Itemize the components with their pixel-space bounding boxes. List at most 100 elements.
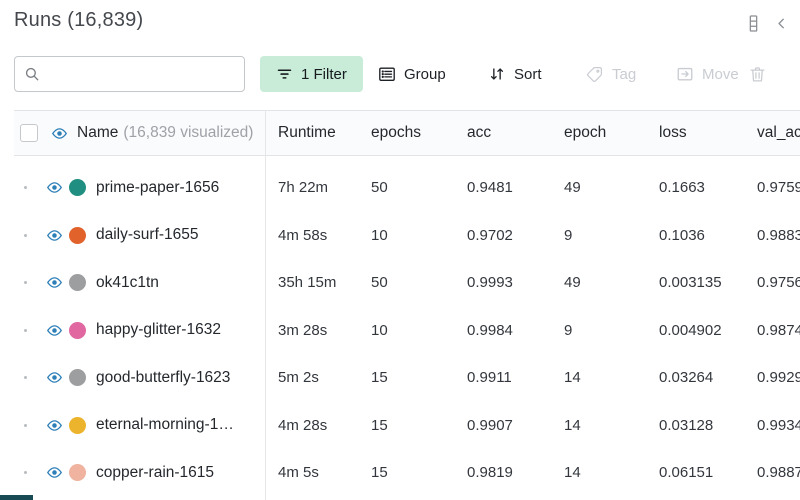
run-name-cell: good-butterfly-1623 <box>0 354 265 402</box>
group-button[interactable]: Group <box>368 56 456 92</box>
loss-cell: 0.1663 <box>659 179 705 197</box>
collapse-panel-button[interactable] <box>771 13 792 34</box>
acc-cell: 0.9702 <box>467 226 513 244</box>
run-name-link[interactable]: eternal-morning-1… <box>96 416 234 434</box>
drag-handle-dot <box>24 233 27 237</box>
val-acc-cell: 0.9929 <box>757 369 800 387</box>
acc-cell: 0.9911 <box>467 369 512 387</box>
run-color-dot <box>69 179 86 197</box>
epochs-cell: 10 <box>371 226 388 244</box>
move-icon <box>676 65 694 83</box>
run-color-dot <box>69 416 86 434</box>
toolbar: 1 Filter Group Sort Tag Move <box>0 56 800 92</box>
tag-button[interactable]: Tag <box>576 56 646 92</box>
epoch-cell: 9 <box>564 226 573 244</box>
run-name-link[interactable]: ok41c1tn <box>96 273 159 291</box>
visibility-eye-icon[interactable] <box>46 274 63 291</box>
column-divider <box>265 110 266 500</box>
acc-cell: 0.9481 <box>467 179 513 197</box>
table-row: happy-glitter-1632 3m 28s 10 0.9984 9 0.… <box>0 307 800 355</box>
run-name-link[interactable]: daily-surf-1655 <box>96 226 199 244</box>
run-name-cell: copper-rain-1615 <box>0 449 265 497</box>
table-row: eternal-morning-1… 4m 28s 15 0.9907 14 0… <box>0 402 800 450</box>
drag-handle-dot <box>24 471 27 475</box>
val-acc-cell: 0.9887 <box>757 464 800 482</box>
table-header: Name (16,839 visualized) Runtime epochs … <box>0 110 800 156</box>
search-input[interactable] <box>48 57 247 91</box>
column-settings-button[interactable] <box>742 12 765 35</box>
visibility-all-eye-icon[interactable] <box>51 125 68 142</box>
epochs-cell: 10 <box>371 321 388 339</box>
run-color-dot <box>69 274 86 292</box>
loss-cell: 0.06151 <box>659 464 714 482</box>
val-acc-cell: 0.9874 <box>757 321 800 339</box>
visibility-eye-icon[interactable] <box>46 464 63 481</box>
visibility-eye-icon[interactable] <box>46 417 63 434</box>
runtime-cell: 7h 22m <box>278 179 329 197</box>
tag-button-label: Tag <box>612 65 637 83</box>
search-icon <box>23 65 42 84</box>
visibility-eye-icon[interactable] <box>46 227 63 244</box>
runtime-cell: 35h 15m <box>278 274 337 292</box>
column-header-val-acc[interactable]: val_acc <box>757 124 800 141</box>
group-icon <box>378 65 396 83</box>
run-color-dot <box>69 369 86 387</box>
epoch-cell: 49 <box>564 179 581 197</box>
column-header-runtime[interactable]: Runtime <box>278 124 336 141</box>
run-name-cell: prime-paper-1656 <box>0 164 265 212</box>
loss-cell: 0.03264 <box>659 369 714 387</box>
val-acc-cell: 0.9756 <box>757 274 800 292</box>
run-name-cell: happy-glitter-1632 <box>0 307 265 355</box>
select-all-checkbox[interactable] <box>20 124 38 142</box>
delete-button[interactable] <box>740 56 775 92</box>
acc-cell: 0.9819 <box>467 464 513 482</box>
run-color-dot <box>69 226 86 244</box>
sort-button[interactable]: Sort <box>478 56 552 92</box>
epoch-cell: 14 <box>564 416 581 434</box>
sort-icon <box>488 65 506 83</box>
runtime-cell: 3m 28s <box>278 321 328 339</box>
filter-button[interactable]: 1 Filter <box>260 56 363 92</box>
columns-icon <box>744 14 763 33</box>
move-button[interactable]: Move <box>666 56 749 92</box>
visualized-count: (16,839 visualized) <box>123 124 254 141</box>
acc-cell: 0.9993 <box>467 274 513 292</box>
column-header-epoch[interactable]: epoch <box>564 124 607 141</box>
sort-button-label: Sort <box>514 65 542 83</box>
group-button-label: Group <box>404 65 446 83</box>
page-title: Runs (16,839) <box>14 9 144 31</box>
name-column-header: Name (16,839 visualized) <box>0 111 265 155</box>
runtime-cell: 4m 58s <box>278 226 328 244</box>
loss-cell: 0.004902 <box>659 321 722 339</box>
run-name-link[interactable]: happy-glitter-1632 <box>96 321 221 339</box>
run-name-link[interactable]: copper-rain-1615 <box>96 463 215 481</box>
epochs-cell: 15 <box>371 369 388 387</box>
epochs-cell: 15 <box>371 416 388 434</box>
epochs-cell: 50 <box>371 179 388 197</box>
horizontal-scrollbar-thumb[interactable] <box>0 495 33 500</box>
acc-cell: 0.9907 <box>467 416 513 434</box>
table-row: ok41c1tn 35h 15m 50 0.9993 49 0.003135 0… <box>0 259 800 307</box>
runtime-cell: 5m 2s <box>278 369 319 387</box>
runtime-cell: 4m 28s <box>278 416 328 434</box>
chevron-left-icon <box>773 15 790 32</box>
epochs-cell: 50 <box>371 274 388 292</box>
visibility-eye-icon[interactable] <box>46 179 63 196</box>
visibility-eye-icon[interactable] <box>46 322 63 339</box>
run-name-link[interactable]: good-butterfly-1623 <box>96 368 231 386</box>
val-acc-cell: 0.9934 <box>757 416 800 434</box>
column-header-loss[interactable]: loss <box>659 124 687 141</box>
filter-icon <box>276 66 293 83</box>
column-header-acc[interactable]: acc <box>467 124 492 141</box>
drag-handle-dot <box>24 328 27 332</box>
epoch-cell: 9 <box>564 321 573 339</box>
visibility-eye-icon[interactable] <box>46 369 63 386</box>
runtime-cell: 4m 5s <box>278 464 319 482</box>
tag-icon <box>586 65 604 83</box>
column-header-epochs[interactable]: epochs <box>371 124 421 141</box>
run-name-cell: eternal-morning-1… <box>0 402 265 450</box>
epoch-cell: 14 <box>564 369 581 387</box>
filter-button-label: 1 Filter <box>301 65 347 83</box>
run-name-link[interactable]: prime-paper-1656 <box>96 178 220 196</box>
